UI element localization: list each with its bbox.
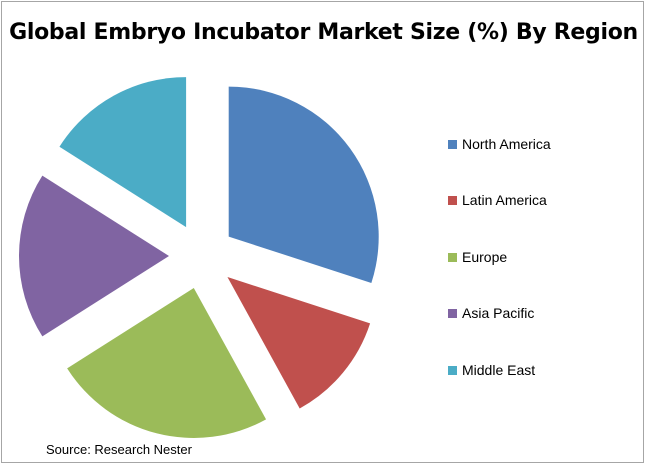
legend-swatch [448, 140, 457, 149]
pie-slice-middle-east [59, 77, 187, 228]
legend: North America Latin America Europe Asia Pac… [448, 134, 551, 416]
pie-slice-north-america [228, 86, 379, 283]
legend-label: Asia Pacific [462, 305, 535, 322]
legend-item-latin-america: Latin America [448, 190, 551, 246]
legend-swatch [448, 252, 457, 262]
chart-title: Global Embryo Incubator Market Size (%) … [9, 20, 638, 45]
legend-label: North America [462, 136, 551, 152]
pie-slice-europe [67, 287, 267, 438]
pie-slice-latin-america [227, 277, 371, 409]
legend-label: Europe [462, 248, 508, 265]
legend-item-europe: Europe [448, 247, 551, 303]
legend-item-middle-east: Middle East [448, 360, 551, 416]
legend-swatch [448, 365, 457, 375]
legend-swatch [448, 196, 457, 206]
legend-item-asia-pacific: Asia Pacific [448, 303, 551, 359]
legend-item-north-america: North America [448, 134, 551, 190]
legend-label: Middle East [462, 361, 536, 378]
pie-slice-asia-pacific [19, 175, 169, 337]
source-note: Source: Research Nester [46, 442, 192, 457]
legend-label: Latin America [462, 192, 547, 209]
legend-swatch [448, 309, 457, 319]
